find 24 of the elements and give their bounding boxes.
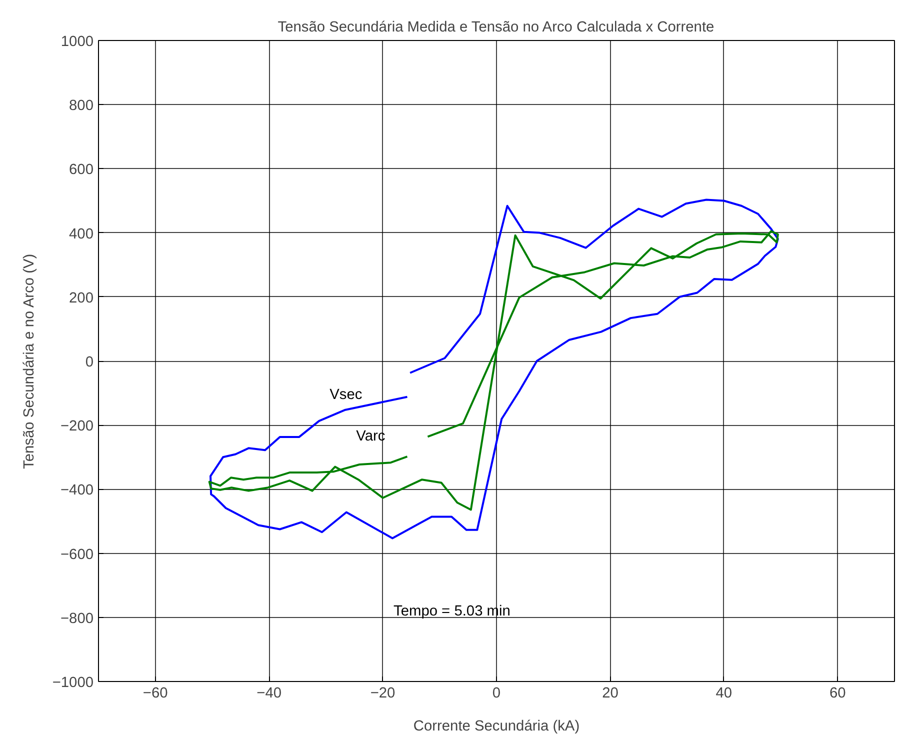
y-tick-label: 1000: [60, 34, 94, 50]
x-axis-title: Corrente Secundária (kA): [413, 718, 580, 734]
y-tick-label: 400: [69, 226, 94, 242]
y-tick-label: 800: [69, 98, 94, 114]
x-tick-label: 60: [829, 686, 846, 702]
line-series: [208, 230, 779, 511]
y-tick-label: −200: [60, 418, 94, 435]
series-label: Vsec: [330, 386, 362, 403]
y-tick-label: −1000: [52, 675, 94, 691]
y-tick-label: 200: [69, 290, 94, 306]
y-tick-label: −800: [60, 610, 94, 627]
x-tick-label: −60: [142, 686, 168, 702]
x-tick-label: 0: [492, 686, 501, 702]
y-tick-label: 600: [69, 162, 94, 178]
line-series: [210, 198, 779, 540]
y-tick-label: 0: [85, 354, 94, 370]
y-axis-title: Tensão Secundária e no Arco (V): [21, 254, 38, 469]
y-tick-label: −600: [60, 546, 94, 563]
x-tick-label: 20: [602, 686, 618, 702]
chart-title: Tensão Secundária Medida e Tensão no Arco Calculada x Corrente: [278, 20, 714, 36]
y-tick-label: −400: [60, 482, 94, 499]
x-tick-label: 40: [716, 686, 732, 702]
x-tick-label: −40: [256, 686, 282, 702]
x-tick-label: −20: [370, 686, 396, 702]
